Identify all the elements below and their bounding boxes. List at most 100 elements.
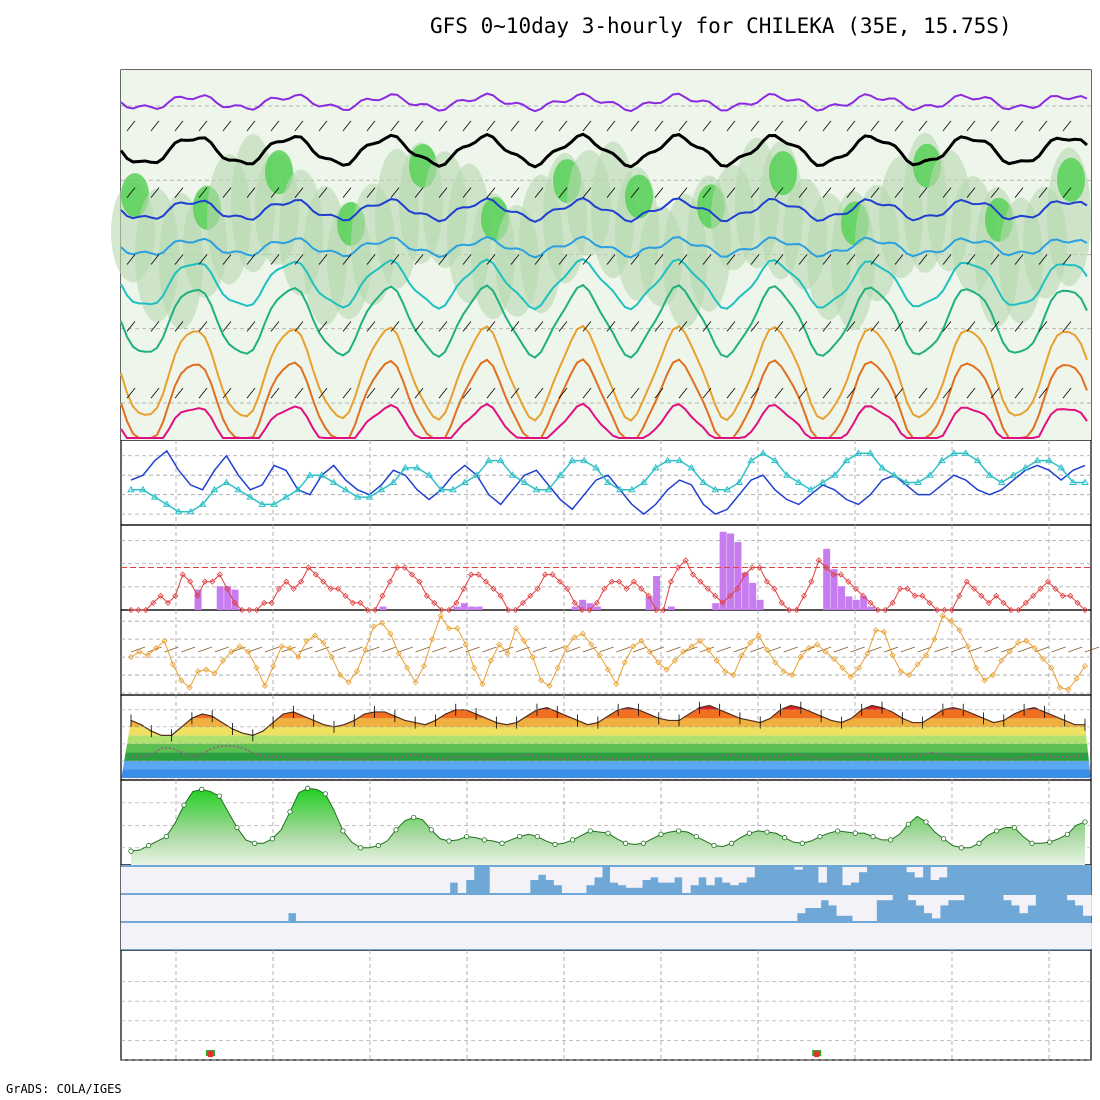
cloud-gap (1067, 923, 1076, 949)
wind-barb (390, 120, 400, 132)
cloud-gap (184, 923, 194, 949)
wind-barb (894, 321, 904, 332)
cloud-gap (375, 895, 384, 921)
thickness-point (437, 485, 445, 493)
li-point (852, 585, 859, 592)
cloud-gap (690, 867, 699, 886)
wind-point (554, 664, 561, 671)
thickness-point (782, 471, 791, 478)
wind-point (889, 652, 896, 659)
rh-point (1011, 824, 1017, 831)
wind-point (245, 648, 252, 655)
li-point (815, 557, 822, 564)
cloud-gap (510, 923, 520, 949)
cape-bar (867, 606, 875, 610)
cloud-gap (446, 923, 456, 949)
cloud-gap (153, 867, 162, 893)
cloud-gap (502, 895, 512, 921)
wind-point (487, 657, 494, 664)
cloud-gap (359, 895, 368, 921)
cloud-gap (1075, 895, 1084, 906)
li-point (682, 557, 689, 564)
cloud-gap (518, 895, 527, 921)
cloud-gap (353, 867, 362, 893)
wind-barb-10m (348, 646, 363, 653)
rh-point (199, 786, 205, 792)
cloud-gap (995, 923, 1005, 949)
wind-barb (174, 321, 184, 332)
cape-bar (749, 582, 757, 610)
temperature-contour (120, 235, 1088, 259)
wind-barb-10m (716, 646, 731, 653)
cloud-gap (804, 895, 814, 908)
li-point (327, 585, 334, 592)
cloud-gap (717, 895, 726, 921)
cloud-gap (209, 867, 218, 893)
wind-point (295, 654, 302, 661)
cloud-gap (335, 923, 345, 949)
cloud-gap (685, 923, 694, 949)
cloud-gap (709, 895, 718, 921)
rh-point (552, 841, 558, 848)
wind-barb (1062, 187, 1072, 198)
cloud-gap (248, 923, 257, 949)
wind-point (931, 636, 938, 643)
li-point (1015, 606, 1022, 614)
cloud-gap (842, 867, 852, 886)
cape-bar (460, 603, 468, 610)
li-point (1074, 599, 1081, 606)
cloud-gap (367, 923, 376, 949)
wind-barb-10m (867, 646, 882, 653)
cloud-gap (280, 923, 289, 949)
wind-barb (390, 187, 400, 198)
li-point (542, 571, 549, 578)
wind-barb (654, 387, 664, 399)
wind-barb (126, 254, 136, 265)
wind-barb (1062, 321, 1072, 332)
wind-barb (438, 254, 448, 265)
temp-band (121, 769, 1091, 778)
rh-point (640, 840, 646, 846)
li-point (623, 585, 630, 592)
rh-point (305, 785, 311, 791)
wind-barb (414, 321, 424, 332)
thickness-point (663, 456, 672, 464)
cloud-gap (820, 895, 830, 901)
temp-band (121, 735, 1091, 744)
thickness-point (1045, 456, 1054, 464)
wind-barb (438, 321, 448, 332)
cloud-gap (577, 867, 587, 893)
wind-barb (270, 120, 280, 132)
thickness-point (294, 485, 302, 493)
wind-point (445, 625, 453, 632)
cloud-gap (303, 895, 313, 921)
li-point (512, 606, 519, 614)
wind-barb (462, 254, 472, 265)
cloud-gap (738, 867, 747, 883)
cloud-gap (685, 895, 694, 921)
cloud-gap (529, 867, 539, 880)
wind-point (604, 666, 612, 673)
cloud-gap (497, 867, 507, 893)
wind-barb (222, 321, 232, 332)
wind-barb-10m (381, 646, 397, 653)
wind-barb (1038, 254, 1048, 265)
wind-barb (150, 387, 160, 399)
cloud-gap (281, 867, 290, 893)
thickness-point (174, 507, 183, 515)
cloud-gap (765, 923, 774, 949)
rh-point (852, 830, 858, 836)
li-point (164, 599, 172, 606)
li-point (564, 585, 571, 592)
cloud-gap (192, 895, 202, 921)
wind-barb (798, 254, 808, 265)
wind-barb (726, 387, 736, 399)
cloud-gap (701, 923, 710, 949)
thickness-point (818, 478, 827, 485)
rh-point (428, 827, 434, 833)
rh-blob-moist (769, 151, 797, 196)
cloud-gap (698, 867, 707, 878)
thickness-point (675, 456, 684, 464)
wind-point (864, 650, 871, 657)
cloud-gap (677, 923, 687, 949)
